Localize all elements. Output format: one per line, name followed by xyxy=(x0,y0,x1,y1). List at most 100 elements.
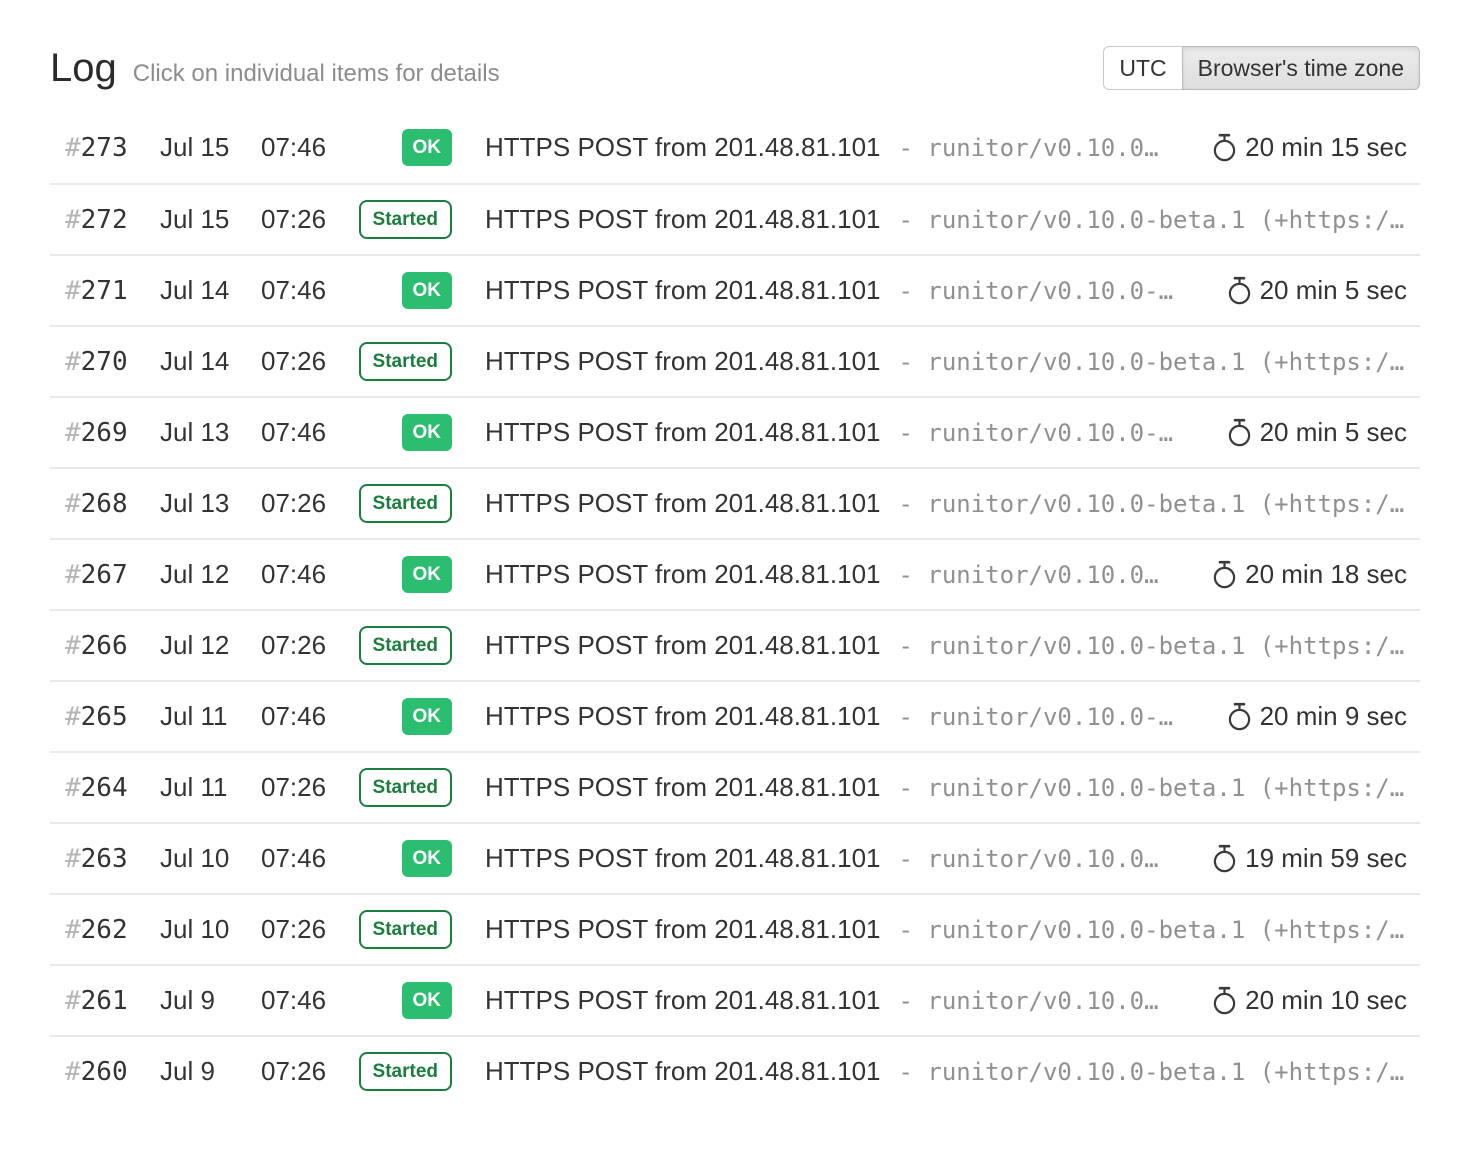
event-duration-text: 20 min 5 sec xyxy=(1259,417,1407,447)
hash-prefix: # xyxy=(65,630,81,661)
event-time: 07:26 xyxy=(261,346,327,376)
hash-prefix: # xyxy=(65,132,81,163)
hash-prefix: # xyxy=(65,417,81,448)
hash-prefix: # xyxy=(65,843,81,874)
event-number: #266 xyxy=(65,631,160,661)
event-number-value: 272 xyxy=(80,204,128,235)
status-badge: Started xyxy=(358,626,452,665)
hash-prefix: # xyxy=(65,346,81,377)
event-description-text: HTTPS POST from 201.48.81.101 xyxy=(485,1056,881,1086)
event-description-text: HTTPS POST from 201.48.81.101 xyxy=(485,417,881,447)
log-row[interactable]: #266 Jul 12 07:26 Started HTTPS POST fro… xyxy=(50,609,1420,680)
status-badge: OK xyxy=(401,272,452,309)
event-date: Jul 15 xyxy=(160,204,230,234)
event-duration: 20 min 5 sec xyxy=(1228,417,1407,448)
status-badge-cell: OK xyxy=(339,414,452,451)
log-row[interactable]: #263 Jul 10 07:46 OK HTTPS POST from 201… xyxy=(50,822,1420,893)
log-row[interactable]: #264 Jul 11 07:26 Started HTTPS POST fro… xyxy=(50,751,1420,822)
event-date: Jul 11 xyxy=(160,701,228,731)
event-date: Jul 9 xyxy=(160,1056,215,1086)
utc-button[interactable]: UTC xyxy=(1103,46,1183,90)
event-description: HTTPS POST from 201.48.81.101 - runitor/… xyxy=(485,914,1407,945)
log-row[interactable]: #270 Jul 14 07:26 Started HTTPS POST fro… xyxy=(50,325,1420,396)
user-agent-text: - runitor/v0.10.0-… xyxy=(898,419,1174,447)
user-agent-text: - runitor/v0.10.0-beta.1 (+https:/… xyxy=(898,1058,1405,1086)
event-description-text: HTTPS POST from 201.48.81.101 xyxy=(485,275,881,305)
page-header: Log Click on individual items for detail… xyxy=(50,0,1420,90)
stopwatch-icon xyxy=(1213,133,1236,162)
timezone-toggle: UTC Browser's time zone xyxy=(1103,46,1420,90)
log-row[interactable]: #271 Jul 14 07:46 OK HTTPS POST from 201… xyxy=(50,254,1420,325)
event-time: 07:46 xyxy=(261,132,327,162)
user-agent-text: - runitor/v0.10.0… xyxy=(898,845,1159,873)
event-description: HTTPS POST from 201.48.81.101 - runitor/… xyxy=(485,559,1199,590)
stopwatch-icon xyxy=(1213,986,1236,1015)
event-description: HTTPS POST from 201.48.81.101 - runitor/… xyxy=(485,204,1407,235)
event-number-value: 262 xyxy=(80,914,128,945)
status-badge: OK xyxy=(401,556,452,593)
user-agent-text: - runitor/v0.10.0… xyxy=(898,561,1159,589)
event-time: 07:26 xyxy=(261,914,327,944)
event-number-value: 264 xyxy=(80,772,128,803)
stopwatch-icon xyxy=(1228,418,1250,447)
event-description-text: HTTPS POST from 201.48.81.101 xyxy=(485,559,881,589)
event-number-value: 273 xyxy=(80,132,128,163)
event-number: #265 xyxy=(65,702,160,732)
user-agent-text: - runitor/v0.10.0-beta.1 (+https:/… xyxy=(898,916,1405,944)
event-date: Jul 10 xyxy=(160,914,230,944)
event-description: HTTPS POST from 201.48.81.101 - runitor/… xyxy=(485,132,1199,163)
event-number-value: 260 xyxy=(80,1056,128,1087)
log-row[interactable]: #272 Jul 15 07:26 Started HTTPS POST fro… xyxy=(50,183,1420,254)
event-duration: 20 min 18 sec xyxy=(1213,559,1407,590)
event-time: 07:46 xyxy=(261,843,327,873)
event-number-value: 269 xyxy=(80,417,128,448)
log-row[interactable]: #261 Jul 9 07:46 OK HTTPS POST from 201.… xyxy=(50,964,1420,1035)
log-row[interactable]: #262 Jul 10 07:26 Started HTTPS POST fro… xyxy=(50,893,1420,964)
event-date: Jul 10 xyxy=(160,843,230,873)
status-badge-cell: Started xyxy=(339,626,452,665)
status-badge-cell: Started xyxy=(339,1052,452,1091)
user-agent-text: - runitor/v0.10.0-beta.1 (+https:/… xyxy=(898,206,1405,234)
stopwatch-icon xyxy=(1228,702,1250,731)
status-badge-cell: OK xyxy=(339,556,452,593)
hash-prefix: # xyxy=(65,204,81,235)
status-badge: OK xyxy=(401,982,452,1019)
browser-timezone-button[interactable]: Browser's time zone xyxy=(1181,46,1420,90)
log-row[interactable]: #269 Jul 13 07:46 OK HTTPS POST from 201… xyxy=(50,396,1420,467)
status-badge-cell: OK xyxy=(339,840,452,877)
event-number: #273 xyxy=(65,133,160,163)
page-title: Log xyxy=(50,46,117,90)
event-number: #269 xyxy=(65,418,160,448)
status-badge-cell: Started xyxy=(339,910,452,949)
event-description: HTTPS POST from 201.48.81.101 - runitor/… xyxy=(485,843,1199,874)
log-row[interactable]: #267 Jul 12 07:46 OK HTTPS POST from 201… xyxy=(50,538,1420,609)
stopwatch-icon xyxy=(1228,276,1250,305)
event-number: #271 xyxy=(65,276,160,306)
user-agent-text: - runitor/v0.10.0-beta.1 (+https:/… xyxy=(898,490,1405,518)
log-row[interactable]: #268 Jul 13 07:26 Started HTTPS POST fro… xyxy=(50,467,1420,538)
event-duration: 20 min 15 sec xyxy=(1213,132,1407,163)
log-row[interactable]: #265 Jul 11 07:46 OK HTTPS POST from 201… xyxy=(50,680,1420,751)
status-badge-cell: Started xyxy=(339,342,452,381)
page-subtitle: Click on individual items for details xyxy=(132,60,500,87)
event-date: Jul 13 xyxy=(160,417,230,447)
log-row[interactable]: #273 Jul 15 07:46 OK HTTPS POST from 201… xyxy=(50,112,1420,183)
event-date: Jul 13 xyxy=(160,488,230,518)
status-badge: Started xyxy=(358,768,452,807)
log-row[interactable]: #260 Jul 9 07:26 Started HTTPS POST from… xyxy=(50,1035,1420,1106)
event-description: HTTPS POST from 201.48.81.101 - runitor/… xyxy=(485,701,1214,732)
event-number: #263 xyxy=(65,844,160,874)
stopwatch-icon xyxy=(1213,844,1236,873)
event-number-value: 267 xyxy=(80,559,128,590)
status-badge: Started xyxy=(358,910,452,949)
event-description: HTTPS POST from 201.48.81.101 - runitor/… xyxy=(485,630,1407,661)
event-date: Jul 9 xyxy=(160,985,215,1015)
event-description-text: HTTPS POST from 201.48.81.101 xyxy=(485,701,881,731)
event-duration-text: 20 min 9 sec xyxy=(1259,701,1407,731)
status-badge-cell: OK xyxy=(339,129,452,166)
status-badge-cell: OK xyxy=(339,698,452,735)
event-number-value: 265 xyxy=(80,701,128,732)
event-number: #264 xyxy=(65,773,160,803)
status-badge: Started xyxy=(358,1052,452,1091)
event-description: HTTPS POST from 201.48.81.101 - runitor/… xyxy=(485,488,1407,519)
